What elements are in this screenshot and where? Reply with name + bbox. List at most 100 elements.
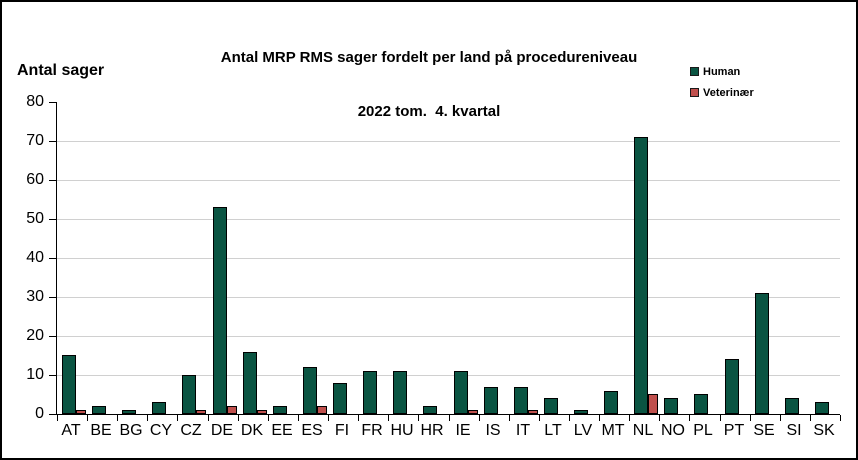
x-axis-tick [539,415,540,421]
x-axis-tick [117,415,118,421]
x-axis-tick [569,415,570,421]
bar-human-HU [393,371,407,414]
bar-human-CY [152,402,166,414]
bar-human-IE [454,371,468,414]
x-axis-label-DE: DE [210,422,234,439]
y-axis-tick-label: 70 [26,132,44,149]
bar-human-AT [62,355,76,414]
x-axis-label-SK: SK [813,422,835,439]
gridline [57,297,840,298]
bar-human-LV [574,410,588,414]
y-axis-tick-label: 30 [26,288,44,305]
y-axis-title: Antal sager [17,62,105,79]
x-axis-label-BE: BE [90,422,112,439]
x-axis-label-MT: MT [601,422,625,439]
bar-veterinær-IT [528,410,538,414]
bar-human-HR [423,406,437,414]
x-axis-tick [599,415,600,421]
bar-human-DK [243,352,257,414]
legend-label: Human [703,65,741,78]
gridline [57,375,840,376]
x-axis-tick [810,415,811,421]
bar-human-SE [755,293,769,414]
x-axis-labels: AT BE BG CY CZ DE DK EE ES FI FR HU HR IE IS IT LT LV MT NL… [56,422,839,444]
y-axis-labels: 0 10 20 30 40 50 60 70 80 [2,2,44,458]
x-axis-label-BG: BG [119,422,143,439]
x-axis-label-FR: FR [361,422,383,439]
x-axis-tick [268,415,269,421]
x-axis-tick [750,415,751,421]
bar-human-LT [544,398,558,414]
gridline [57,219,840,220]
x-axis-tick [238,415,239,421]
x-axis-tick [388,415,389,421]
x-axis-label-CZ: CZ [180,422,202,439]
bar-veterinær-CZ [196,410,206,414]
legend-item-human: Human [690,65,754,78]
legend-swatch-icon [690,88,699,97]
y-axis-tick-label: 80 [26,93,44,110]
bar-human-DE [213,207,227,414]
x-axis-tick [57,415,58,421]
x-axis-tick [177,415,178,421]
x-axis-tick [87,415,88,421]
x-axis-tick [298,415,299,421]
bar-human-EE [273,406,287,414]
x-axis-tick [328,415,329,421]
bar-human-IS [484,387,498,414]
bar-human-PT [725,359,739,414]
y-axis-tick [49,141,56,142]
y-axis-tick-label: 60 [26,171,44,188]
y-axis-tick [49,258,56,259]
legend-label: Veterinær [703,86,754,99]
bar-human-BE [92,406,106,414]
x-axis-label-FI: FI [334,422,350,439]
bar-veterinær-DE [227,406,237,414]
gridline [57,141,840,142]
bar-veterinær-ES [317,406,327,414]
x-axis-tick [358,415,359,421]
y-axis-tick-label: 0 [35,405,44,422]
x-axis-label-IE: IE [455,422,471,439]
x-axis-tick [629,415,630,421]
bar-human-IT [514,387,528,414]
x-axis-tick [418,415,419,421]
x-axis-label-CY: CY [149,422,173,439]
bar-human-NL [634,137,648,414]
y-axis-tick-label: 40 [26,249,44,266]
x-axis-label-SE: SE [753,422,775,439]
y-axis-tick [49,219,56,220]
x-axis-label-SI: SI [786,422,802,439]
gridline [57,336,840,337]
plot-area [49,102,841,421]
x-axis-label-ES: ES [301,422,323,439]
x-axis-tick [780,415,781,421]
y-axis-tick-label: 50 [26,210,44,227]
x-axis-tick [147,415,148,421]
x-axis-label-HR: HR [420,422,444,439]
y-axis-tick [49,180,56,181]
y-axis-tick [49,414,56,415]
x-axis-tick [689,415,690,421]
y-axis-tick [49,102,56,103]
x-axis-label-LV: LV [573,422,593,439]
x-axis-label-EE: EE [271,422,293,439]
x-axis-label-NO: NO [661,422,685,439]
bar-human-SI [785,398,799,414]
y-axis-tick [49,336,56,337]
bar-human-SK [815,402,829,414]
y-axis-tick [49,297,56,298]
x-axis-label-IS: IS [485,422,501,439]
legend-item-veterinær: Veterinær [690,86,754,99]
bar-veterinær-NL [648,394,658,414]
x-axis-tick [449,415,450,421]
bar-veterinær-IE [468,410,478,414]
legend: Human Veterinær [690,66,754,108]
x-axis-tick [840,415,841,421]
x-axis-label-NL: NL [632,422,654,439]
chart-title: Antal MRP RMS sager fordelt per land på … [2,13,856,157]
x-axis-label-IT: IT [515,422,531,439]
y-axis-tick-label: 10 [26,366,44,383]
bar-human-FR [363,371,377,414]
